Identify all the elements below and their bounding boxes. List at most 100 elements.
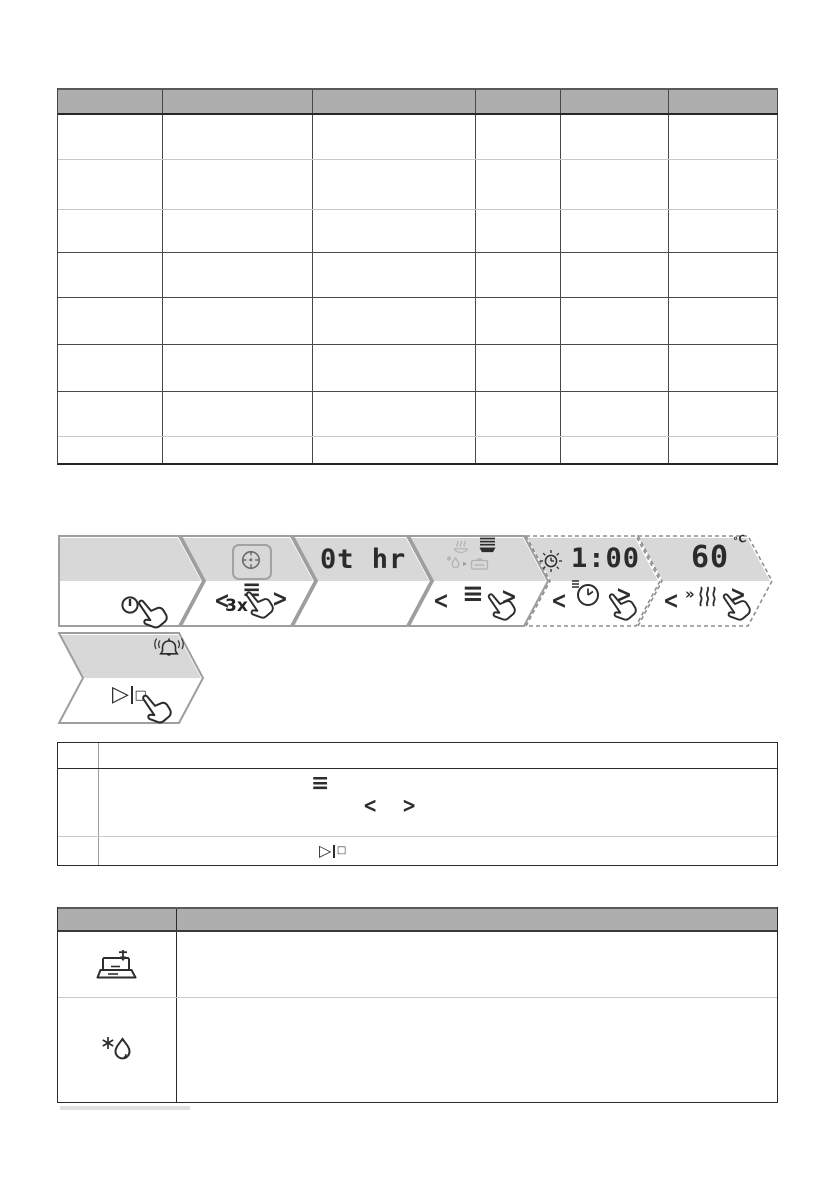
table-cell [561, 253, 670, 297]
panel-start: ▷ □ [58, 632, 204, 729]
table-row [58, 160, 778, 210]
print-artifact-line [60, 1106, 190, 1110]
icon-cell [58, 932, 177, 997]
step-number-cell [58, 743, 99, 768]
table-cell [313, 115, 477, 159]
header-cell [163, 90, 313, 113]
table-row [58, 392, 778, 437]
step-text-cell: ▷ □ [99, 837, 777, 865]
table-cell [313, 298, 477, 344]
power-icon [121, 596, 139, 614]
step-text-cell: ≡ < > [99, 769, 777, 836]
panel-power-on [58, 535, 204, 634]
detergent-dispenser-icon [96, 949, 137, 978]
icons-row-2 [58, 998, 777, 1102]
panel-program-button: < ≡ 3x > [180, 535, 316, 627]
panel-program-icons: ▸ < ≡ > [408, 535, 549, 627]
step-number-cell [58, 837, 99, 865]
table-row [58, 345, 778, 392]
table-cell [163, 345, 313, 391]
table-cell [313, 437, 477, 463]
table-cell [58, 437, 163, 463]
table-cell [163, 115, 313, 159]
program-table-header [58, 88, 778, 115]
blinking-clock-icon [540, 550, 562, 572]
table-cell [476, 437, 562, 463]
chevron-right-icon: > [402, 793, 417, 819]
table-cell [476, 345, 562, 391]
table-row [58, 115, 778, 160]
menu-clock-icon [572, 580, 599, 606]
heat-waves-icon [699, 586, 716, 607]
lcd-display: 1:00 [571, 543, 641, 574]
heat-chevrons-icon: » [685, 585, 695, 603]
table-cell [476, 298, 562, 344]
table-cell [313, 392, 477, 436]
panel-shape [525, 535, 661, 627]
table-cell [561, 115, 670, 159]
table-cell [313, 160, 477, 209]
chevron-right-icon: > [272, 585, 288, 613]
table-row [58, 437, 778, 463]
table-cell [561, 437, 670, 463]
table-cell [58, 345, 163, 391]
panel-delay-time: 1:00 < > [525, 535, 661, 627]
menu-icon: ≡ [311, 771, 330, 796]
table-cell [561, 345, 670, 391]
steps-row-3: ▷ □ [58, 837, 777, 865]
description-cell [177, 932, 777, 997]
menu-icon: ≡ [462, 579, 484, 609]
header-cell [669, 90, 778, 113]
table-row [58, 253, 778, 298]
icons-table [57, 907, 778, 1103]
play-icon: ▷ [112, 682, 129, 707]
table-cell [669, 115, 778, 159]
panel-shape [58, 535, 204, 627]
panel-temperature: 60 °C < » > [637, 534, 773, 627]
header-cell [476, 90, 562, 113]
table-cell [669, 437, 778, 463]
chevron-left-icon: < [433, 587, 449, 615]
auto-program-icon [241, 550, 261, 570]
header-cell [58, 90, 163, 113]
header-icon-cell [58, 909, 177, 930]
small-arrow-icon: ▸ [463, 559, 468, 568]
table-cell [163, 253, 313, 297]
press-count-label: 3x [225, 596, 248, 616]
table-cell [476, 253, 562, 297]
table-cell [163, 298, 313, 344]
panel-shape [637, 535, 773, 627]
panel-delay-display: 0t hr [292, 535, 432, 627]
panel-shape [58, 632, 204, 724]
step-text-cell [99, 743, 777, 768]
steam-dish-icon [454, 540, 468, 553]
icons-row-1 [58, 932, 777, 998]
program-table [57, 88, 778, 465]
divider-bar [130, 686, 133, 704]
table-cell [313, 345, 477, 391]
table-cell [561, 298, 670, 344]
chevron-left-icon: < [663, 587, 679, 615]
panel-shape [180, 535, 316, 627]
table-row [58, 298, 778, 345]
table-cell [58, 160, 163, 209]
table-cell [561, 210, 670, 252]
icons-table-header [58, 907, 777, 932]
table-cell [476, 392, 562, 436]
lcd-display: 60 [691, 540, 730, 575]
table-cell [669, 298, 778, 344]
start-stop-icon: ▷ □ [319, 843, 346, 859]
program-button-outline [232, 544, 272, 580]
table-cell [163, 160, 313, 209]
table-cell [58, 210, 163, 252]
table-cell [58, 298, 163, 344]
stop-icon: □ [336, 845, 347, 856]
header-cell [561, 90, 670, 113]
table-row [58, 210, 778, 253]
table-cell [163, 392, 313, 436]
table-cell [313, 210, 477, 252]
table-cell [669, 160, 778, 209]
chevron-left-icon: < [214, 587, 230, 615]
rinse-aid-icon [102, 1037, 131, 1060]
chevron-left-icon: < [363, 793, 378, 819]
